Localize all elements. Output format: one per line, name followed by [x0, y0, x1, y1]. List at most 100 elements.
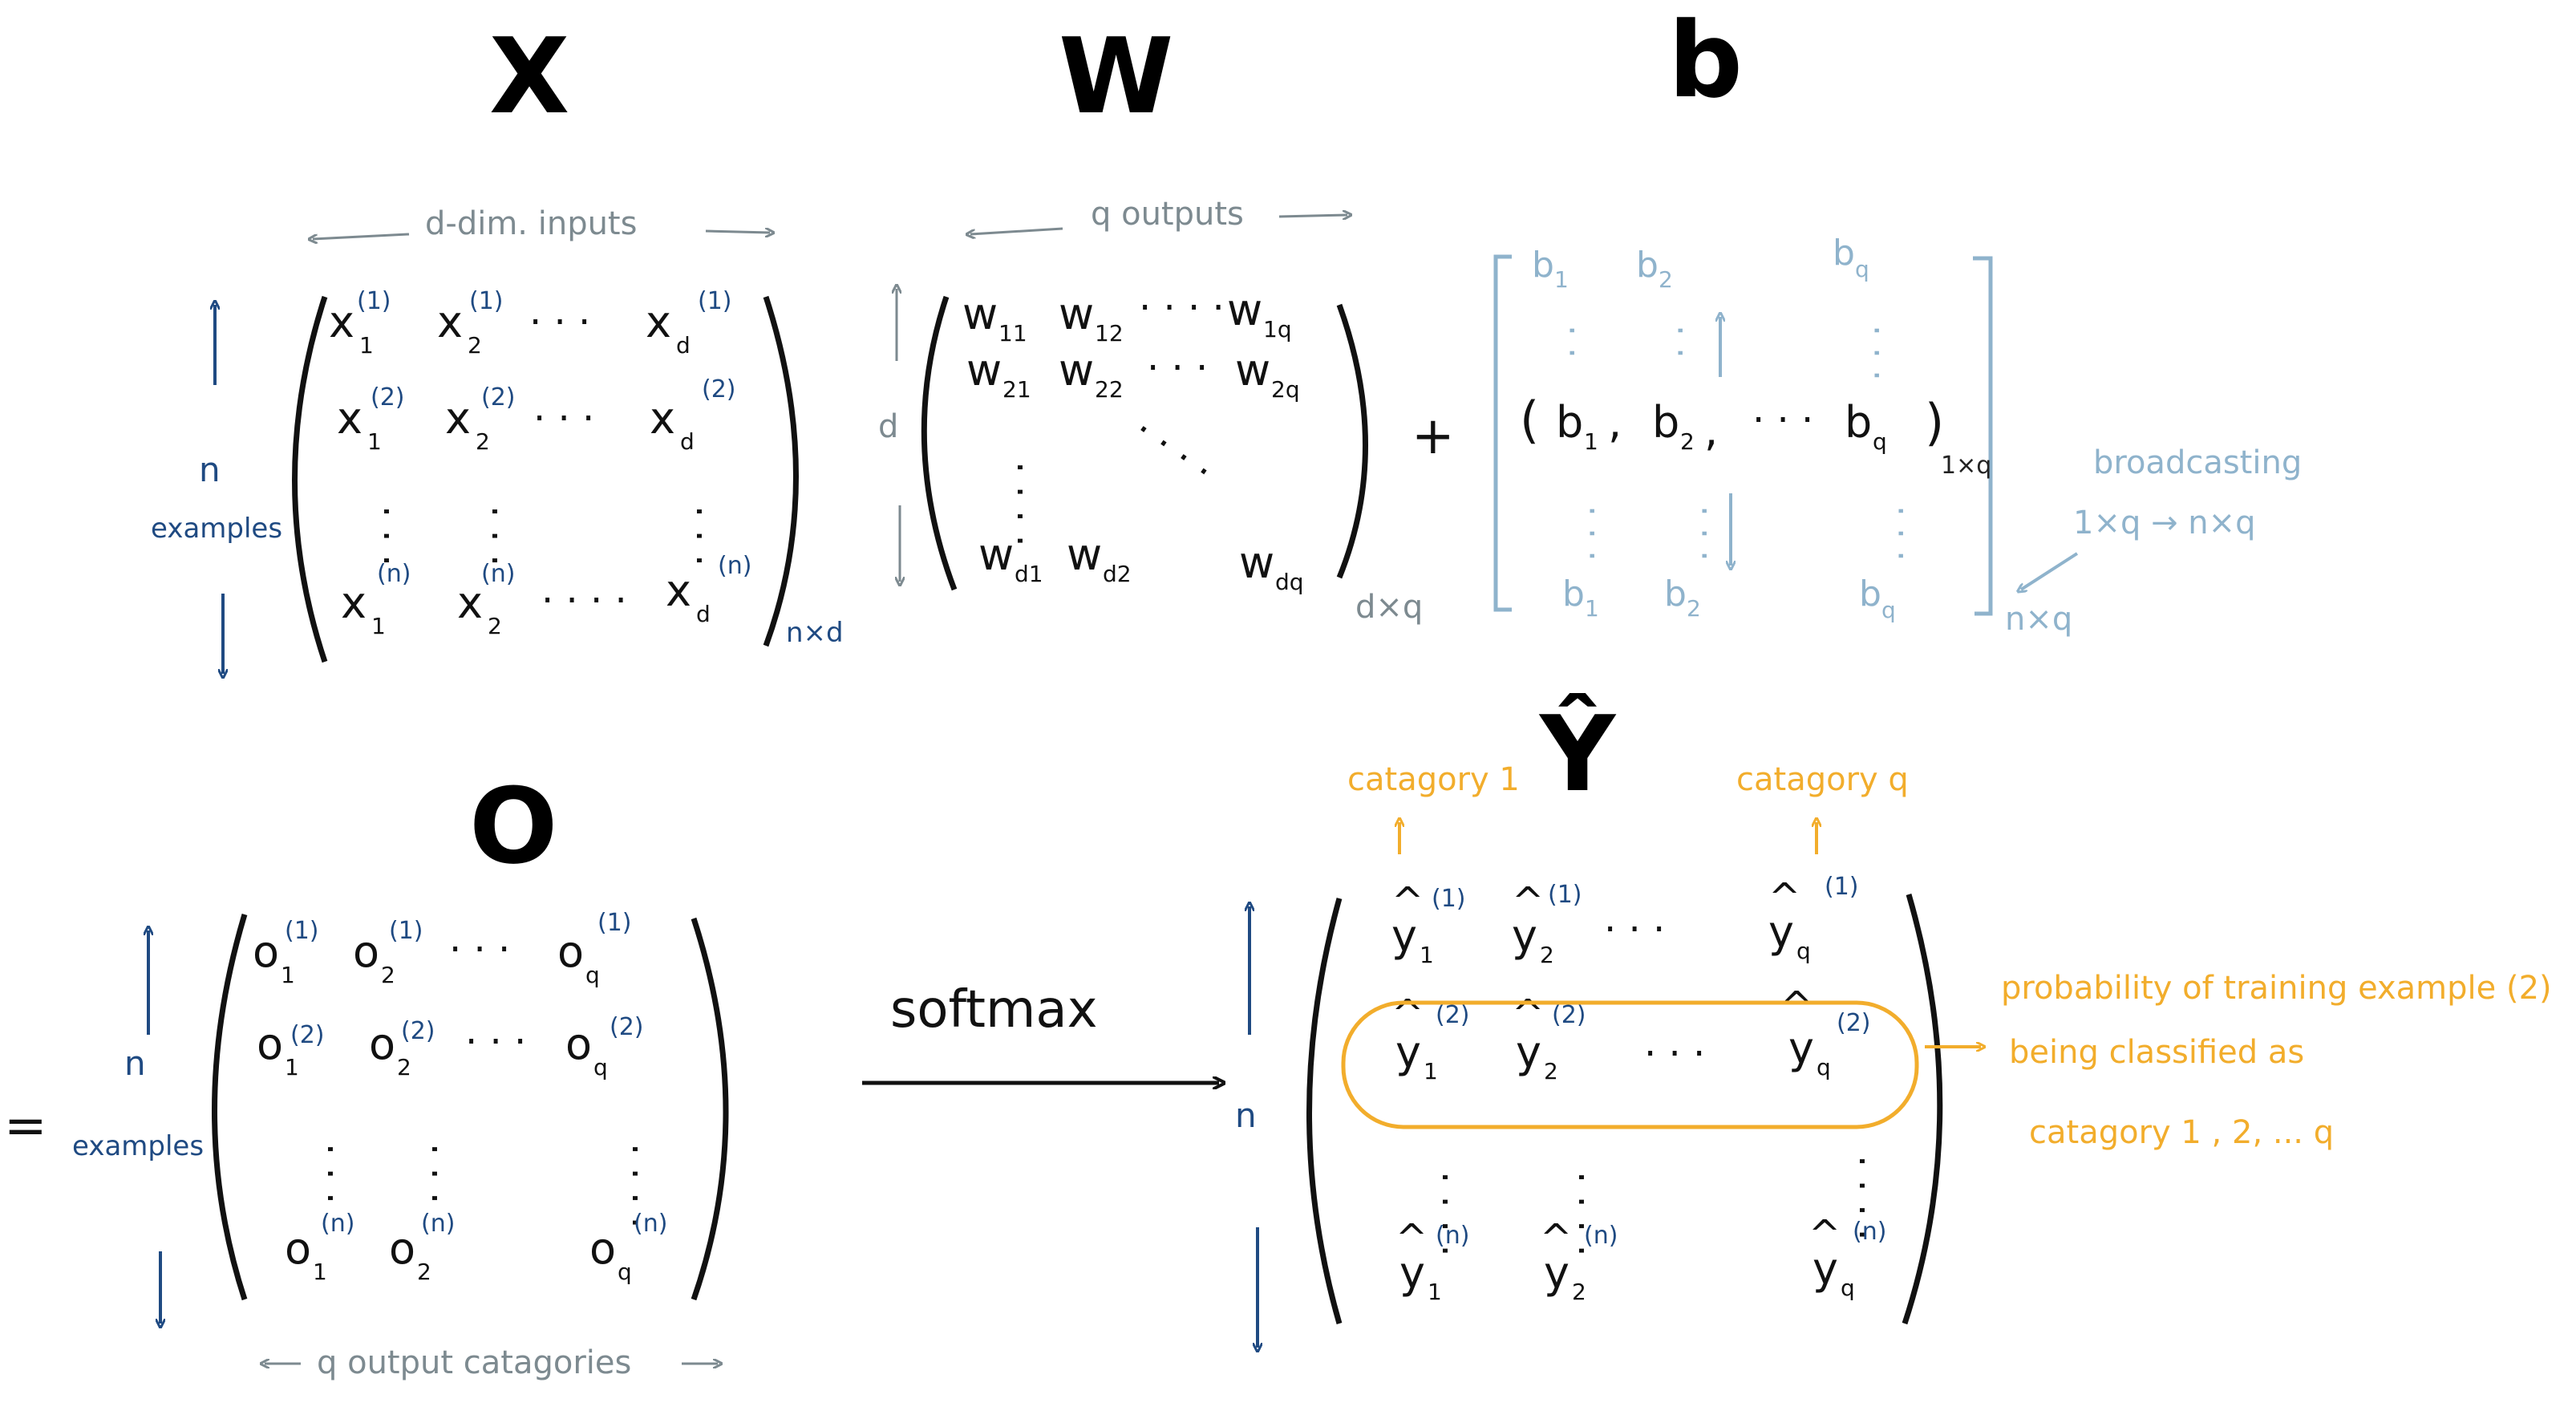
o-21: o	[257, 1019, 283, 1069]
yhat-n-label: n	[1235, 1096, 1257, 1135]
svg-text:(1): (1)	[389, 917, 423, 945]
svg-text:2: 2	[468, 332, 482, 359]
softmax-label: softmax	[890, 980, 1097, 1040]
w-left-bracket	[921, 295, 958, 591]
yhat-11: y	[1391, 910, 1417, 961]
svg-text:(n): (n)	[321, 1210, 354, 1238]
o-11: o	[253, 926, 279, 977]
svg-text:d1: d1	[1015, 561, 1043, 587]
x-21: x	[337, 393, 363, 444]
svg-text:(n): (n)	[718, 552, 751, 580]
svg-text:· · ·: · · ·	[1880, 505, 1921, 561]
o-categories-label: q output catagories	[317, 1344, 631, 1381]
x-2d: x	[650, 393, 675, 444]
category-1-label: catagory 1	[1347, 761, 1520, 798]
w-right-bracket	[1336, 303, 1368, 579]
x-dims-label: n×d	[786, 617, 844, 649]
svg-text:(1): (1)	[285, 917, 319, 945]
x-col2-vdots: · · ·	[472, 505, 516, 566]
w-11: w	[962, 289, 998, 339]
o-row2-ellipsis: · · ·	[465, 1020, 526, 1064]
svg-text:2: 2	[1540, 942, 1554, 968]
svg-text:(2): (2)	[1436, 1001, 1470, 1029]
b-row-dims: 1×q	[1941, 452, 1991, 480]
svg-text:(2): (2)	[290, 1021, 325, 1049]
b-mid-1: b	[1556, 397, 1583, 448]
svg-text:2: 2	[1544, 1058, 1558, 1084]
svg-text:q: q	[1841, 1275, 1855, 1301]
w-matrix: q outputs d w 11 w 12 · · · · w 1q w 21 …	[878, 196, 1423, 626]
x-examples-label: examples	[151, 513, 282, 545]
svg-text:^: ^	[1395, 1216, 1428, 1261]
o-n1: o	[285, 1223, 311, 1274]
svg-text:(2): (2)	[401, 1017, 435, 1045]
w-row2-ellipsis: · · ·	[1147, 346, 1208, 391]
b-dims-label: n×q	[2005, 601, 2072, 638]
svg-text:2: 2	[417, 1259, 431, 1285]
x-1d: x	[646, 297, 671, 347]
svg-text:1: 1	[1584, 428, 1598, 455]
yhat-left-bracket	[1306, 898, 1343, 1324]
o-1q: o	[557, 926, 584, 977]
svg-text:1: 1	[359, 332, 374, 359]
svg-text:21: 21	[1002, 376, 1031, 403]
svg-text:^: ^	[1808, 1212, 1841, 1257]
w-d1: w	[978, 529, 1014, 580]
x-col1-vdots: · · ·	[363, 505, 408, 566]
svg-text:· · ·: · · ·	[1856, 325, 1897, 381]
svg-text:(1): (1)	[698, 287, 732, 315]
svg-text:q: q	[1817, 1054, 1831, 1080]
svg-text:(n): (n)	[1853, 1218, 1886, 1246]
x-matrix: d-dim. inputs n examples x 1 (1) x 2 (1)…	[151, 205, 844, 674]
svg-text:^: ^	[1512, 879, 1544, 924]
yhat-row1-ellipsis: · · ·	[1604, 907, 1665, 952]
yhat-22: y	[1516, 1027, 1541, 1077]
probability-line-1: probability of training example (2)	[2001, 970, 2552, 1007]
svg-text:· · · ·: · · · ·	[612, 1143, 657, 1229]
x-inputs-label: d-dim. inputs	[425, 205, 637, 242]
svg-text:2: 2	[381, 962, 395, 988]
svg-text:^: ^	[1391, 991, 1424, 1036]
o-22: o	[369, 1019, 395, 1069]
title-x: X	[489, 15, 569, 137]
svg-text:· · · ·: · · · ·	[1558, 1171, 1603, 1257]
x-12: x	[437, 297, 463, 347]
svg-text:(n): (n)	[1436, 1222, 1469, 1250]
w-d-label: d	[878, 408, 898, 445]
b-mid-comma2: ,	[1704, 405, 1718, 456]
svg-text:(n): (n)	[481, 560, 515, 588]
svg-text:2: 2	[1659, 266, 1673, 293]
svg-text:· · · ·: · · · ·	[1839, 1155, 1884, 1241]
w-22: w	[1059, 345, 1094, 395]
yhat-right-bracket	[1902, 894, 1943, 1325]
svg-text:q: q	[1796, 938, 1811, 964]
x-11: x	[329, 297, 354, 347]
o-examples-label: examples	[72, 1130, 204, 1162]
x-inputs-arrow-right	[705, 231, 770, 233]
broadcast-arrow	[2021, 552, 2079, 590]
svg-text:(1): (1)	[357, 287, 391, 315]
svg-text:11: 11	[998, 320, 1027, 347]
plus-sign: +	[1412, 407, 1455, 466]
svg-text:· · · ·: · · · ·	[1422, 1171, 1467, 1257]
o-right-bracket	[691, 917, 729, 1301]
svg-text:1: 1	[1420, 942, 1434, 968]
svg-text:^: ^	[1780, 983, 1813, 1028]
b-row-open-paren: (	[1520, 391, 1539, 449]
svg-text:1q: 1q	[1263, 316, 1292, 343]
yhat-matrix: catagory 1 catagory q n ^ y 1 (1) ^ y 2 …	[1235, 761, 2552, 1348]
b-left-bracket	[1493, 254, 1512, 612]
svg-text:(n): (n)	[377, 560, 411, 588]
svg-text:(1): (1)	[597, 909, 632, 937]
svg-text:(1): (1)	[1548, 881, 1582, 909]
svg-text:2: 2	[1572, 1279, 1586, 1305]
svg-text:1: 1	[1428, 1279, 1442, 1305]
yhat-nq: y	[1813, 1243, 1838, 1294]
w-diag-dots: · · · ·	[1125, 407, 1221, 493]
svg-text:(n): (n)	[1584, 1222, 1618, 1250]
b-mid-ellipsis: · · ·	[1752, 398, 1813, 443]
svg-text:d: d	[696, 601, 711, 627]
svg-text:d: d	[680, 428, 695, 455]
svg-text:2q: 2q	[1271, 376, 1300, 403]
title-o: O	[469, 765, 558, 887]
